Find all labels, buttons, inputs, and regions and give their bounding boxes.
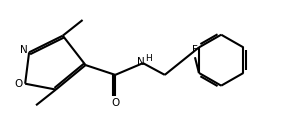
Text: N: N [20, 45, 28, 55]
Text: O: O [111, 98, 119, 108]
Text: H: H [145, 54, 152, 63]
Text: F: F [192, 45, 198, 55]
Text: N: N [137, 57, 145, 67]
Text: O: O [14, 79, 22, 89]
